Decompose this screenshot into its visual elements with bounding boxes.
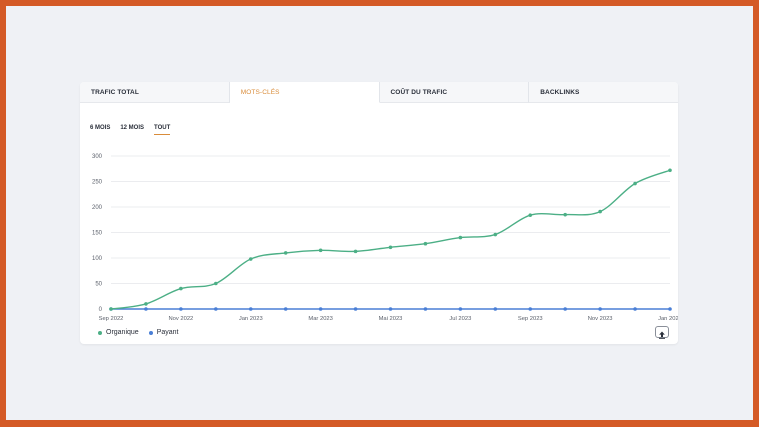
time-range-selector: 6 MOIS 12 MOIS TOUT — [90, 125, 171, 135]
data-point-payant — [458, 307, 463, 311]
data-point-payant — [144, 307, 148, 311]
y-tick-label: 200 — [92, 205, 103, 211]
y-axis-labels: 0 50 100 150 200 250 300 — [92, 154, 103, 313]
chart-series — [109, 168, 672, 311]
data-point-organique — [668, 168, 672, 173]
y-tick-label: 50 — [95, 282, 102, 288]
x-axis-labels: Sep 2022 Nov 2022 Jan 2023 Mar 2023 Mai 2023… — [99, 316, 678, 322]
data-point-payant — [353, 307, 358, 311]
data-point-organique — [214, 281, 218, 286]
legend-item-organique[interactable]: Organique — [98, 329, 139, 336]
data-point-organique — [109, 307, 113, 311]
legend-label-organique: Organique — [106, 329, 139, 336]
x-tick-label: Nov 2022 — [168, 316, 193, 322]
chart-grid — [111, 155, 670, 310]
data-point-payant — [563, 307, 567, 311]
chart-legend: Organique Payant — [98, 329, 179, 336]
data-point-organique — [458, 235, 463, 240]
data-point-organique — [144, 302, 148, 306]
data-point-organique — [179, 286, 183, 291]
tab-backlinks[interactable]: BACKLINKS — [529, 82, 678, 103]
data-point-payant — [668, 307, 672, 311]
tab-cout-du-trafic[interactable]: COÛT DU TRAFIC — [379, 82, 530, 103]
data-point-organique — [423, 241, 428, 246]
data-point-organique — [283, 251, 288, 255]
data-point-payant — [388, 307, 393, 311]
data-point-organique — [528, 213, 533, 217]
data-point-organique — [633, 181, 637, 186]
data-point-payant — [179, 307, 183, 311]
y-tick-label: 100 — [92, 256, 103, 262]
series-line-organique — [110, 169, 671, 310]
data-point-organique — [353, 249, 358, 254]
y-tick-label: 0 — [99, 307, 103, 313]
data-point-organique — [563, 212, 567, 217]
data-point-payant — [283, 307, 288, 311]
tab-trafic-total[interactable]: TRAFIC TOTAL — [80, 82, 230, 103]
y-tick-label: 300 — [92, 154, 103, 160]
data-point-payant — [633, 307, 637, 311]
legend-dot-payant — [148, 330, 153, 335]
x-tick-label: Mar 2023 — [308, 316, 333, 322]
data-point-payant — [528, 307, 533, 311]
y-tick-label: 150 — [92, 231, 103, 237]
tab-mots-cles[interactable]: MOTS-CLÉS — [229, 82, 380, 103]
x-tick-label: Jan 2023 — [239, 316, 263, 322]
data-point-organique — [318, 248, 323, 253]
x-tick-label: Nov 2023 — [588, 316, 613, 322]
x-tick-label: Jan 2024 — [658, 316, 678, 322]
range-6-mois[interactable]: 6 MOIS — [90, 125, 111, 131]
data-point-payant — [248, 307, 253, 311]
data-point-payant — [318, 307, 323, 311]
legend-item-payant[interactable]: Payant — [148, 329, 179, 336]
data-point-payant — [493, 307, 498, 311]
range-12-mois[interactable]: 12 MOIS — [120, 125, 145, 131]
data-point-organique — [493, 232, 498, 237]
data-point-payant — [423, 307, 428, 311]
data-point-organique — [248, 257, 253, 261]
upload-icon — [659, 331, 665, 339]
range-tout[interactable]: TOUT — [154, 125, 171, 135]
y-tick-label: 250 — [92, 180, 103, 186]
export-button[interactable] — [655, 326, 669, 339]
legend-label-payant: Payant — [156, 329, 179, 336]
x-tick-label: Mai 2023 — [379, 316, 403, 322]
x-tick-label: Sep 2022 — [99, 316, 124, 322]
keywords-chart-card: TRAFIC TOTAL MOTS-CLÉS COÛT DU TRAFIC BA… — [80, 82, 678, 344]
legend-dot-organique — [98, 330, 102, 335]
keywords-line-chart: 0 50 100 150 200 250 300 Sep 2022 Nov 2022 Jan 2… — [92, 154, 678, 322]
data-point-organique — [598, 209, 602, 214]
data-point-payant — [214, 307, 218, 311]
metric-tabs: TRAFIC TOTAL MOTS-CLÉS COÛT DU TRAFIC BA… — [80, 82, 678, 103]
x-tick-label: Sep 2023 — [518, 316, 543, 322]
data-point-organique — [388, 245, 393, 250]
data-point-payant — [598, 307, 602, 311]
page-background: TRAFIC TOTAL MOTS-CLÉS COÛT DU TRAFIC BA… — [6, 6, 753, 420]
x-tick-label: Jul 2023 — [449, 316, 471, 322]
